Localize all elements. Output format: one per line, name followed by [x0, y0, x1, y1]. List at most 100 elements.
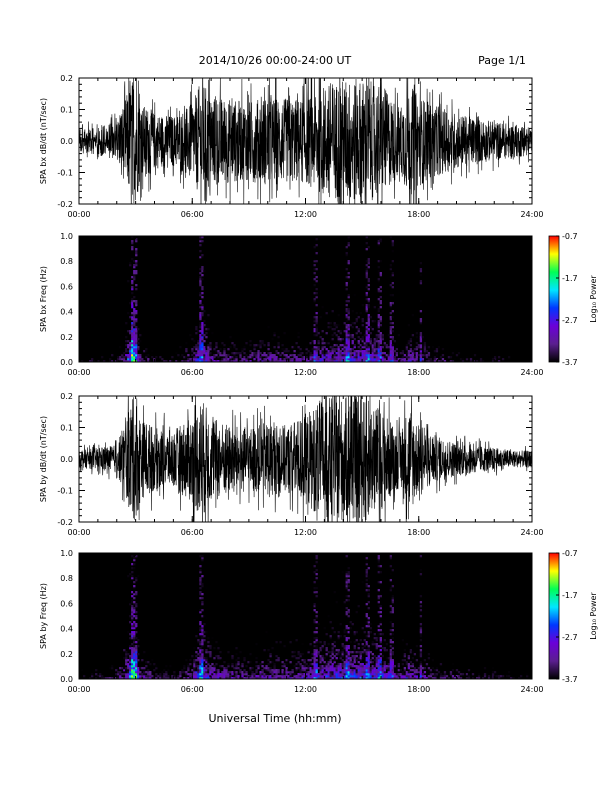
spectrogram-cell: [279, 360, 282, 363]
spectrogram-cell: [339, 340, 342, 343]
spectrogram-cell: [355, 639, 358, 642]
spectrogram-cell: [355, 320, 358, 323]
spectrogram-cell: [353, 354, 356, 357]
spectrogram-cell: [369, 631, 372, 634]
spectrogram-cell: [231, 342, 234, 345]
spectrogram-cell: [195, 655, 198, 658]
spectrogram-cell: [289, 675, 292, 678]
spectrogram-cell: [345, 288, 348, 291]
spectrogram-cell: [297, 677, 300, 680]
spectrogram-cell: [313, 565, 316, 568]
spectrogram-cell: [207, 350, 210, 353]
spectrogram-cell: [389, 276, 392, 279]
spectrogram-cell: [367, 567, 370, 570]
spectrogram-cell: [339, 677, 342, 680]
spectrogram-cell: [381, 667, 384, 670]
spectrogram-cell: [377, 629, 380, 632]
spectrogram-cell: [373, 637, 376, 640]
spectrogram-cell: [469, 360, 473, 363]
spectrogram-cell: [313, 603, 316, 606]
spectrogram-cell: [185, 659, 188, 662]
spectrogram-cell: [461, 673, 465, 676]
spectrogram-cell: [357, 661, 360, 664]
spectrogram-cell: [263, 352, 266, 355]
spectrogram-cell: [95, 677, 98, 680]
spectrogram-cell: [127, 356, 130, 359]
spectrogram-cell: [271, 669, 274, 672]
spectrogram-cell: [375, 358, 378, 361]
spectrogram-cell: [345, 352, 348, 355]
spectrogram-cell: [281, 352, 284, 355]
spectrogram-cell: [435, 348, 439, 351]
spectrogram-cell: [297, 346, 300, 349]
spectrogram-cell: [321, 669, 324, 672]
spectrogram-cell: [415, 358, 419, 361]
spectrogram-cell: [217, 671, 220, 674]
spectrogram-cell: [133, 332, 136, 335]
spectrogram-cell: [131, 623, 134, 626]
spectrogram-cell: [389, 302, 392, 305]
spectrogram-cell: [277, 657, 280, 660]
spectrogram-cell: [365, 583, 368, 586]
spectrogram-cell: [419, 655, 423, 658]
spectrogram-cell: [375, 673, 378, 676]
spectrogram-cell: [337, 635, 340, 638]
spectrogram-cell: [235, 647, 238, 650]
spectrogram-cell: [341, 645, 344, 648]
spectrogram-cell: [315, 238, 318, 241]
spectrogram-cell: [201, 358, 204, 361]
spectrogram-cell: [411, 677, 415, 680]
spectrogram-cell: [377, 322, 380, 325]
spectrogram-cell: [281, 360, 284, 363]
spectrogram-cell: [231, 673, 234, 676]
spectrogram-cell: [367, 322, 370, 325]
spectrogram-cell: [313, 641, 316, 644]
spectrogram-cell: [301, 653, 304, 656]
spectrogram-cell: [313, 330, 316, 333]
spectrogram-cell: [377, 310, 380, 313]
spectrogram-cell: [393, 665, 396, 668]
spectrogram-cell: [307, 651, 310, 654]
spectrogram-cell: [391, 645, 394, 648]
spectrogram-cell: [117, 677, 120, 680]
spectrogram-cell: [407, 677, 411, 680]
spectrogram-cell: [339, 671, 342, 674]
spectrogram-cell: [373, 320, 376, 323]
spectrogram-cell: [365, 575, 368, 578]
spectrogram-cell: [263, 667, 266, 670]
spectrogram-cell: [419, 318, 423, 321]
spectrogram-cell: [123, 649, 126, 652]
spectrogram-cell: [163, 673, 166, 676]
spectrogram-cell: [333, 673, 336, 676]
spectrogram-cell: [369, 344, 372, 347]
spectrogram-cell: [343, 663, 346, 666]
spectrogram-cell: [217, 657, 220, 660]
spectrogram-cell: [265, 665, 268, 668]
spectrogram-cell: [199, 294, 202, 297]
spectrogram-cell: [419, 669, 423, 672]
spectrogram-cell: [313, 278, 316, 281]
spectrogram-cell: [129, 637, 132, 640]
spectrogram-cell: [145, 350, 148, 353]
spectrogram-cell: [167, 675, 170, 678]
spectrogram-cell: [315, 591, 318, 594]
spectrogram-cell: [207, 661, 210, 664]
spectrogram-cell: [365, 579, 368, 582]
spectrogram-cell: [261, 665, 264, 668]
spectrogram-cell: [197, 330, 200, 333]
spectrogram-cell: [215, 342, 218, 345]
spectrogram-cell: [269, 360, 272, 363]
spectrogram-background: [79, 236, 532, 362]
spectrogram-cell: [353, 657, 356, 660]
spectrogram-cell: [313, 340, 316, 343]
spectrogram-cell: [281, 677, 284, 680]
spectrogram-cell: [353, 651, 356, 654]
spectrogram-cell: [315, 260, 318, 263]
spectrogram-cell: [377, 266, 380, 269]
spectrogram-cell: [131, 617, 134, 620]
spectrogram-cell: [199, 621, 202, 624]
spectrogram-cell: [317, 673, 320, 676]
spectrogram-cell: [393, 340, 396, 343]
spectrogram-cell: [415, 669, 419, 672]
spectrogram-cell: [347, 294, 350, 297]
